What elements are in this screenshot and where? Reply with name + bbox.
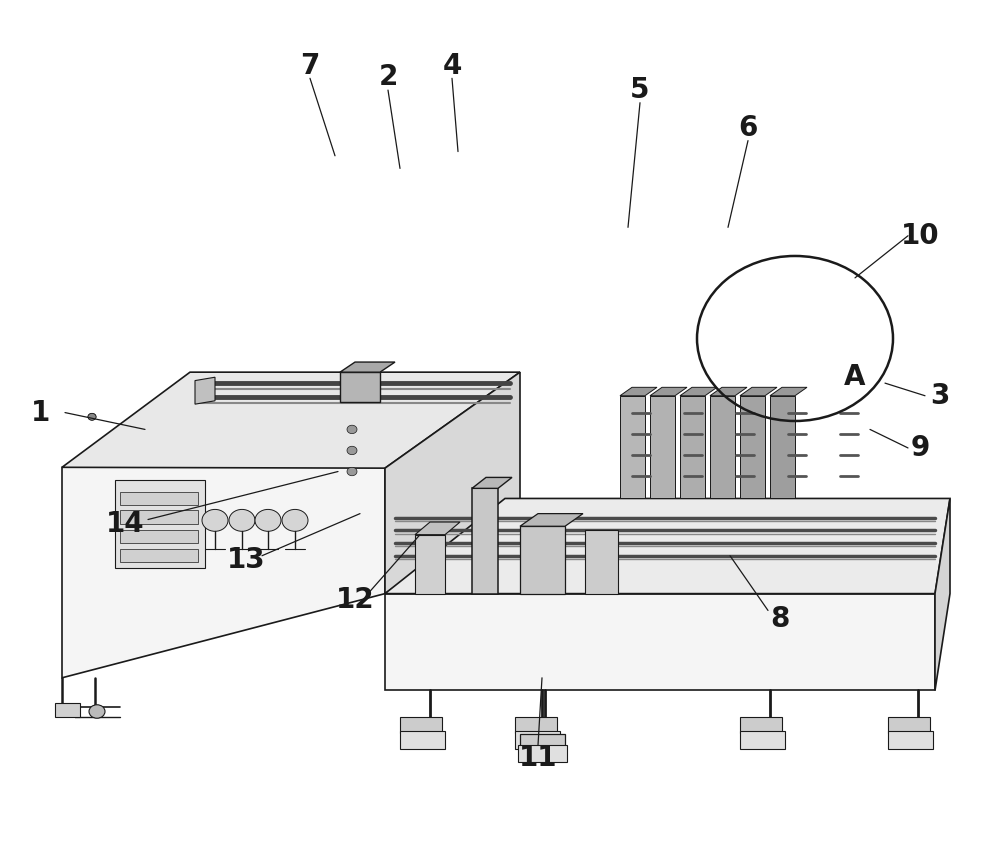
Polygon shape [415,535,445,594]
Polygon shape [518,745,567,762]
Polygon shape [400,731,445,749]
Text: 10: 10 [901,221,939,250]
Text: 9: 9 [910,434,930,462]
Polygon shape [650,396,675,498]
Polygon shape [62,379,385,678]
Polygon shape [400,717,442,733]
Polygon shape [935,498,950,690]
Text: 3: 3 [930,381,950,410]
Polygon shape [120,492,198,505]
Text: 7: 7 [300,51,320,80]
Polygon shape [340,362,395,372]
Polygon shape [710,387,747,396]
Polygon shape [520,526,565,594]
Text: 2: 2 [378,63,398,92]
Circle shape [255,509,281,531]
Polygon shape [195,377,215,404]
Polygon shape [385,594,935,690]
Text: 8: 8 [770,605,790,633]
Text: 14: 14 [106,509,144,538]
Polygon shape [515,717,557,733]
Polygon shape [888,731,933,749]
Circle shape [347,467,357,476]
Polygon shape [770,396,795,498]
Circle shape [347,446,357,455]
Text: 5: 5 [630,76,650,104]
Text: 6: 6 [738,114,758,142]
Circle shape [347,425,357,434]
Text: 13: 13 [227,546,265,574]
Text: 4: 4 [442,51,462,80]
Circle shape [88,413,96,420]
Polygon shape [385,498,950,594]
Circle shape [88,413,96,420]
Circle shape [229,509,255,531]
Polygon shape [120,510,198,524]
Circle shape [202,509,228,531]
Polygon shape [472,488,498,594]
Polygon shape [120,549,198,562]
Polygon shape [585,530,618,594]
Text: 11: 11 [519,743,557,772]
Polygon shape [710,396,735,498]
Polygon shape [620,387,657,396]
Text: A: A [844,363,866,392]
Polygon shape [680,387,717,396]
Polygon shape [740,396,765,498]
Polygon shape [740,731,785,749]
Polygon shape [620,396,645,498]
Polygon shape [650,387,687,396]
Polygon shape [55,703,80,717]
Polygon shape [340,372,380,402]
Text: 1: 1 [30,398,50,427]
Polygon shape [740,717,782,733]
Polygon shape [680,396,705,498]
Text: 12: 12 [336,585,374,614]
Polygon shape [520,734,565,751]
Circle shape [89,705,105,718]
Polygon shape [415,522,460,535]
Polygon shape [62,372,520,468]
Polygon shape [120,530,198,543]
Polygon shape [520,514,583,526]
Polygon shape [770,387,807,396]
Circle shape [282,509,308,531]
Polygon shape [385,372,520,594]
Polygon shape [515,731,560,749]
Polygon shape [888,717,930,733]
Polygon shape [740,387,777,396]
Polygon shape [472,477,512,488]
Polygon shape [115,480,205,568]
